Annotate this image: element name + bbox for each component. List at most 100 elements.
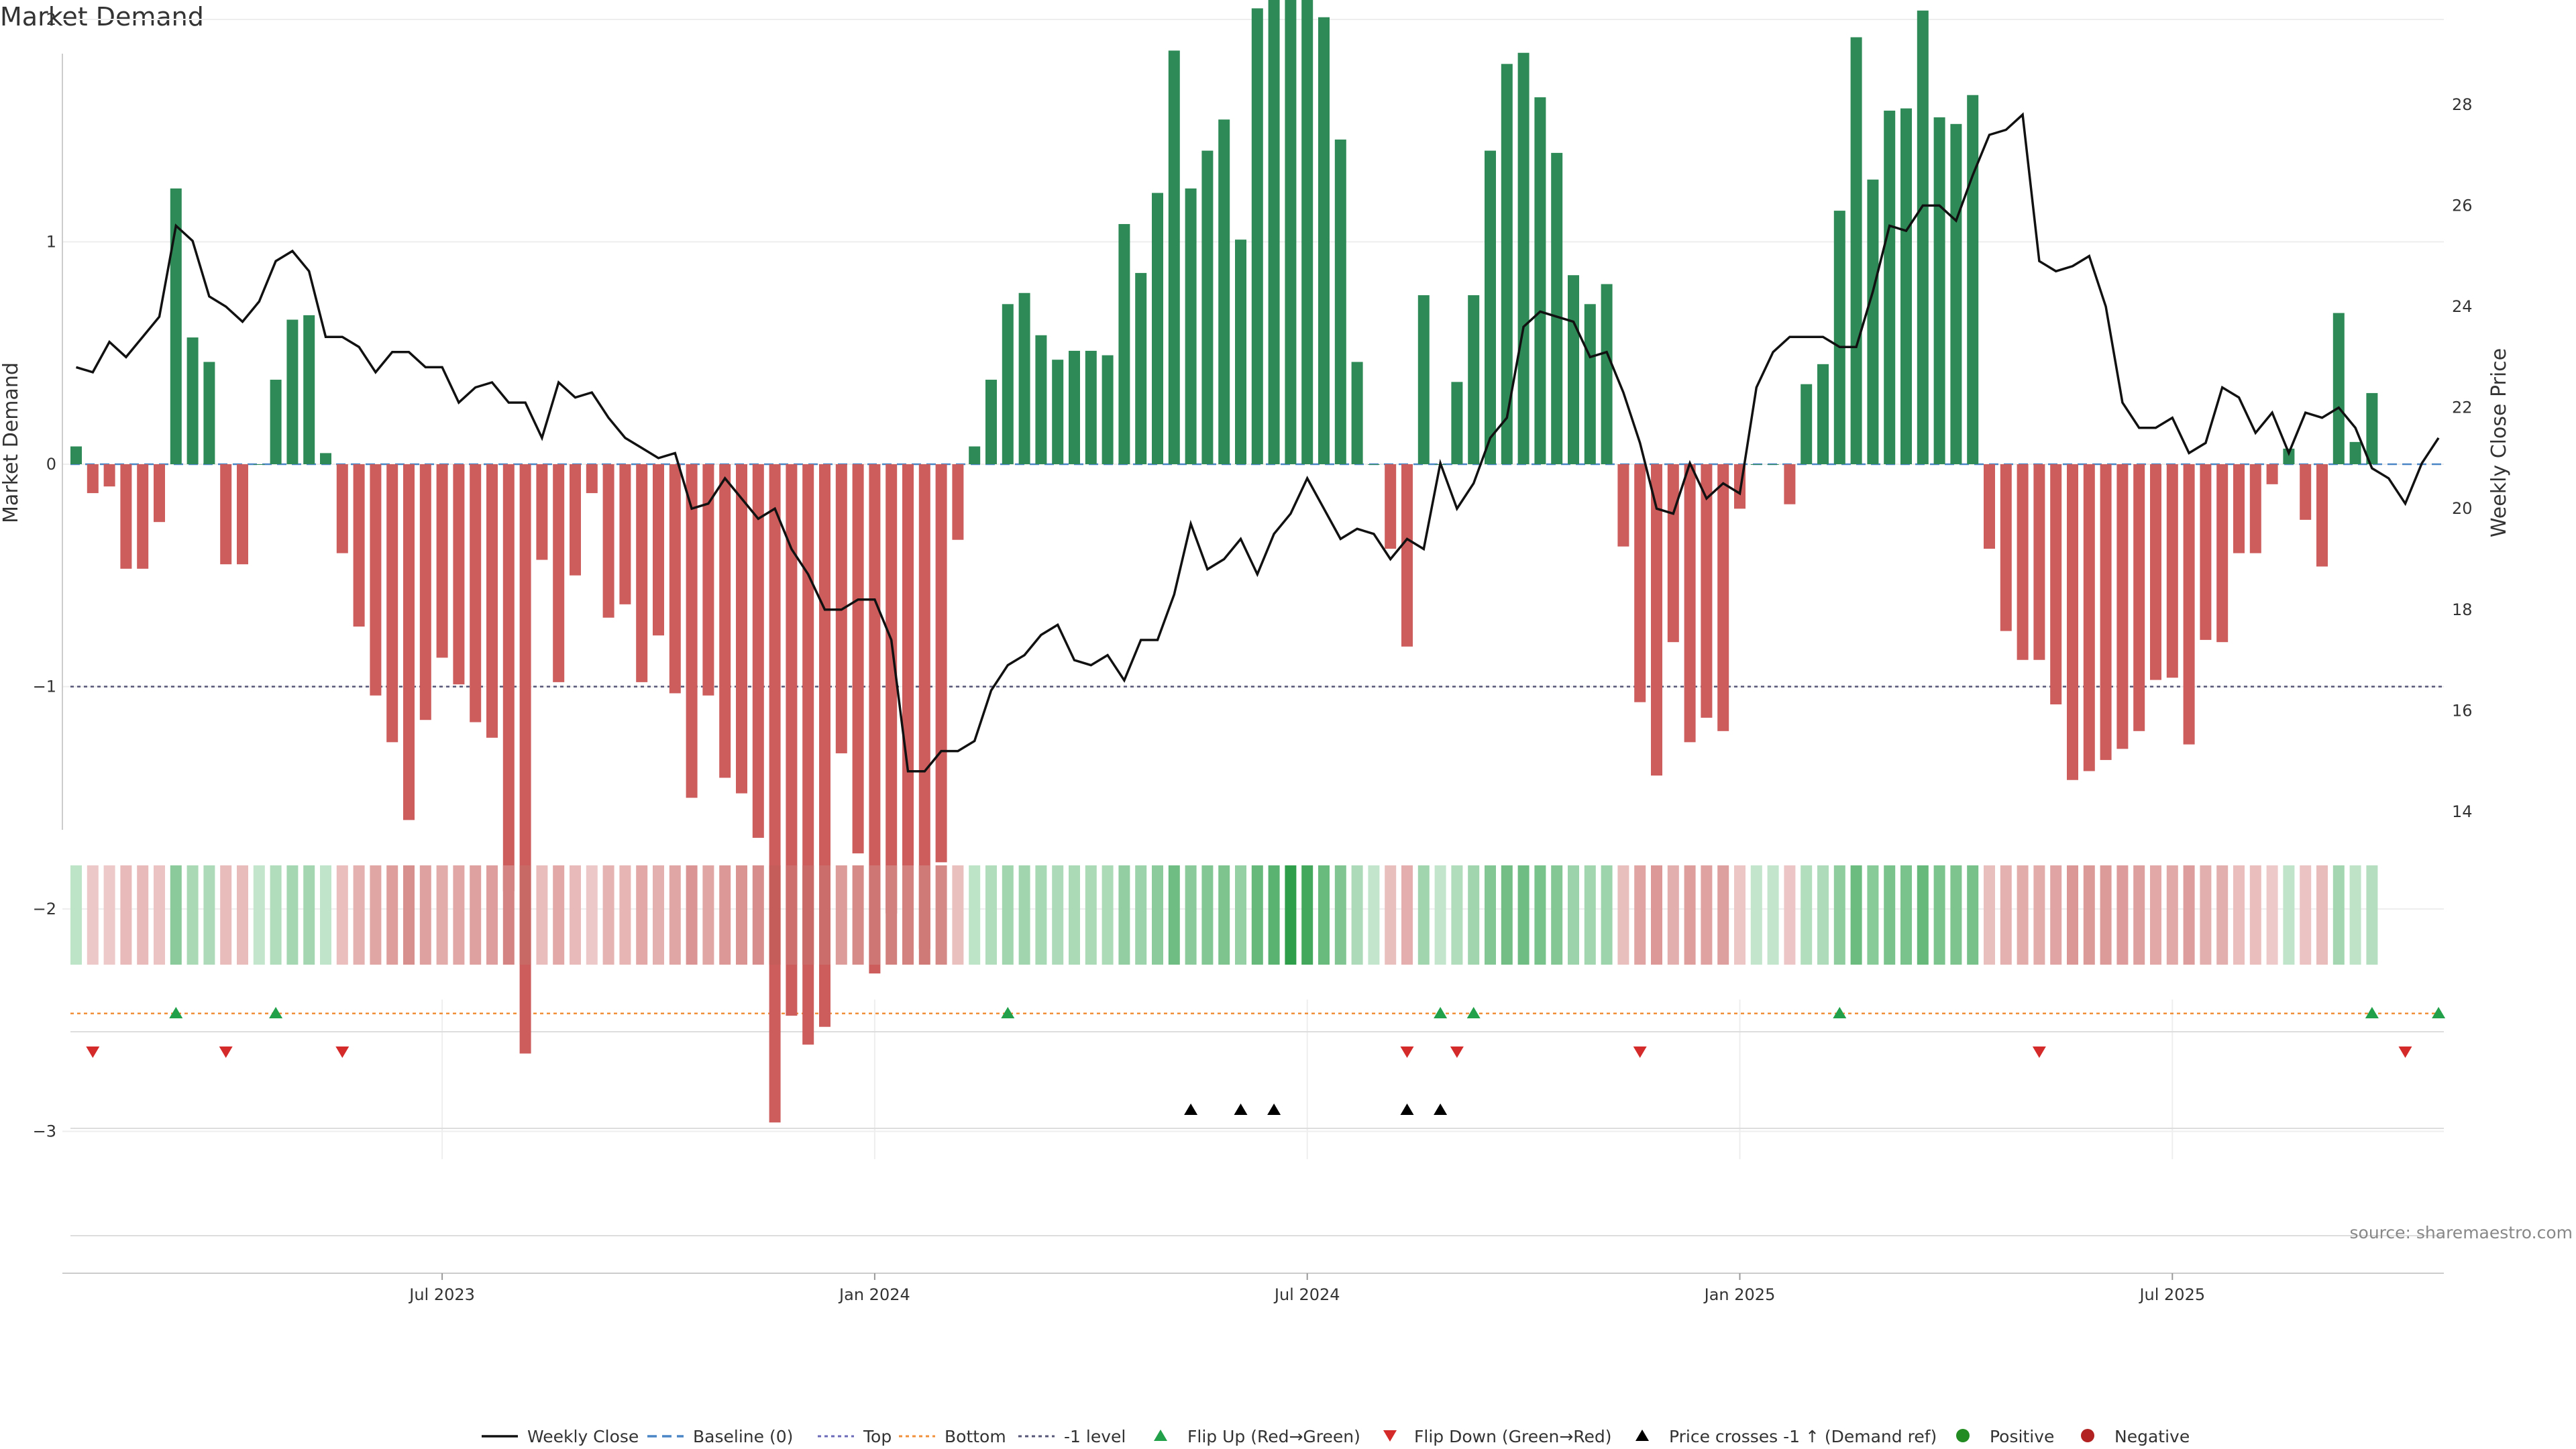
heat-cell bbox=[1551, 865, 1563, 965]
heat-cell bbox=[1485, 865, 1496, 965]
left-y-axis-label: Market Demand bbox=[0, 362, 23, 523]
heat-cell bbox=[87, 865, 99, 965]
flip-up-markers bbox=[169, 1007, 2446, 1018]
right-tick-label: 18 bbox=[2452, 600, 2473, 619]
demand-bar bbox=[1634, 464, 1646, 702]
legend-label: Weekly Close bbox=[527, 1427, 639, 1446]
heat-cell bbox=[70, 865, 82, 965]
heat-cell bbox=[186, 865, 199, 965]
legend-symbol bbox=[1956, 1429, 1970, 1442]
heat-cell bbox=[1817, 865, 1829, 965]
demand-bar bbox=[653, 464, 664, 636]
heat-cell bbox=[1251, 865, 1263, 965]
demand-bar bbox=[303, 315, 315, 464]
demand-bar bbox=[336, 464, 348, 553]
demand-bar bbox=[353, 464, 365, 627]
heat-cell bbox=[835, 865, 847, 965]
left-y-ticks: 3210−1−2−3 bbox=[33, 10, 56, 1141]
demand-bar bbox=[570, 464, 581, 576]
flip-up-marker bbox=[1001, 1007, 1015, 1018]
left-tick-label: 2 bbox=[46, 10, 56, 29]
right-tick-label: 20 bbox=[2452, 499, 2473, 518]
demand-bar bbox=[1235, 239, 1246, 464]
price-cross-marker bbox=[1234, 1104, 1248, 1115]
heat-cell bbox=[453, 865, 465, 965]
heat-cell bbox=[869, 865, 881, 965]
demand-bar bbox=[553, 464, 565, 682]
demand-bar bbox=[2116, 464, 2129, 749]
heat-cell bbox=[320, 865, 331, 965]
left-tick-label: 1 bbox=[46, 233, 56, 252]
date-tick-label: Jul 2025 bbox=[2138, 1285, 2205, 1304]
chart-title: Market Demand bbox=[0, 2, 204, 32]
heat-cell bbox=[137, 865, 149, 965]
flip-down-marker bbox=[2398, 1046, 2412, 1058]
heat-cell bbox=[2100, 865, 2112, 965]
demand-bar bbox=[1002, 304, 1014, 464]
demand-bar bbox=[1900, 108, 1912, 465]
heat-cell bbox=[885, 865, 898, 965]
heat-cell bbox=[1867, 865, 1879, 965]
heat-cell bbox=[1634, 865, 1646, 965]
heat-cell bbox=[1285, 865, 1297, 965]
demand-bar bbox=[769, 464, 781, 1123]
demand-bar bbox=[952, 464, 964, 540]
heat-cell bbox=[1967, 865, 1979, 965]
demand-bar bbox=[1933, 117, 1945, 465]
demand-bar bbox=[2216, 464, 2229, 643]
demand-bar bbox=[2300, 464, 2312, 520]
demand-bar bbox=[2000, 464, 2012, 631]
heat-cell bbox=[1035, 865, 1047, 965]
demand-bar bbox=[1152, 193, 1163, 464]
demand-bar bbox=[1318, 17, 1330, 465]
demand-bar bbox=[1218, 119, 1230, 465]
heat-cell bbox=[553, 865, 565, 965]
heat-cell bbox=[719, 865, 731, 965]
legend-item-weekly-close: Weekly Close bbox=[482, 1427, 639, 1446]
legend-label: -1 level bbox=[1064, 1427, 1126, 1446]
date-tick-label: Jul 2024 bbox=[1273, 1285, 1340, 1304]
heat-cell bbox=[1601, 865, 1613, 965]
heat-cell bbox=[203, 865, 215, 965]
demand-bar bbox=[1833, 211, 1845, 464]
heat-cell bbox=[819, 865, 830, 965]
demand-bar bbox=[2033, 464, 2045, 660]
demand-bar bbox=[103, 464, 115, 487]
heat-cell bbox=[470, 865, 482, 965]
demand-bar bbox=[1601, 284, 1613, 464]
heat-cell bbox=[1984, 865, 1995, 965]
heat-cell bbox=[2233, 865, 2245, 965]
demand-bar bbox=[1534, 97, 1546, 464]
heat-cell bbox=[686, 865, 698, 965]
heat-cell bbox=[1085, 865, 1097, 965]
heat-cell bbox=[519, 865, 531, 965]
heat-cell bbox=[2300, 865, 2312, 965]
heat-cell bbox=[220, 865, 232, 965]
demand-bar bbox=[2050, 464, 2062, 705]
demand-bar bbox=[1801, 384, 1813, 464]
flip-down-marker bbox=[335, 1046, 350, 1058]
heat-cell bbox=[1201, 865, 1214, 965]
demand-bar bbox=[87, 464, 99, 494]
heat-cell bbox=[1401, 865, 1413, 965]
price-cross-marker bbox=[1434, 1104, 1448, 1115]
demand-bar bbox=[686, 464, 698, 798]
heat-cell bbox=[2116, 865, 2129, 965]
demand-bar bbox=[1451, 382, 1463, 464]
demand-bar bbox=[1185, 188, 1197, 464]
flip-up-marker bbox=[169, 1007, 183, 1018]
heat-cell bbox=[353, 865, 365, 965]
legend-item-minus-one: -1 level bbox=[1018, 1427, 1126, 1446]
heat-cell bbox=[2000, 865, 2012, 965]
demand-bar bbox=[1201, 150, 1214, 464]
legend-label: Negative bbox=[2114, 1427, 2190, 1446]
heat-cell bbox=[769, 865, 781, 965]
demand-bar bbox=[1069, 350, 1080, 464]
demand-bar bbox=[2283, 448, 2295, 464]
demand-bar bbox=[2083, 464, 2095, 771]
demand-bar bbox=[386, 464, 398, 743]
demand-bar bbox=[1667, 464, 1679, 643]
demand-bar bbox=[120, 464, 132, 569]
heat-cell bbox=[736, 865, 747, 965]
demand-bar bbox=[969, 446, 981, 464]
